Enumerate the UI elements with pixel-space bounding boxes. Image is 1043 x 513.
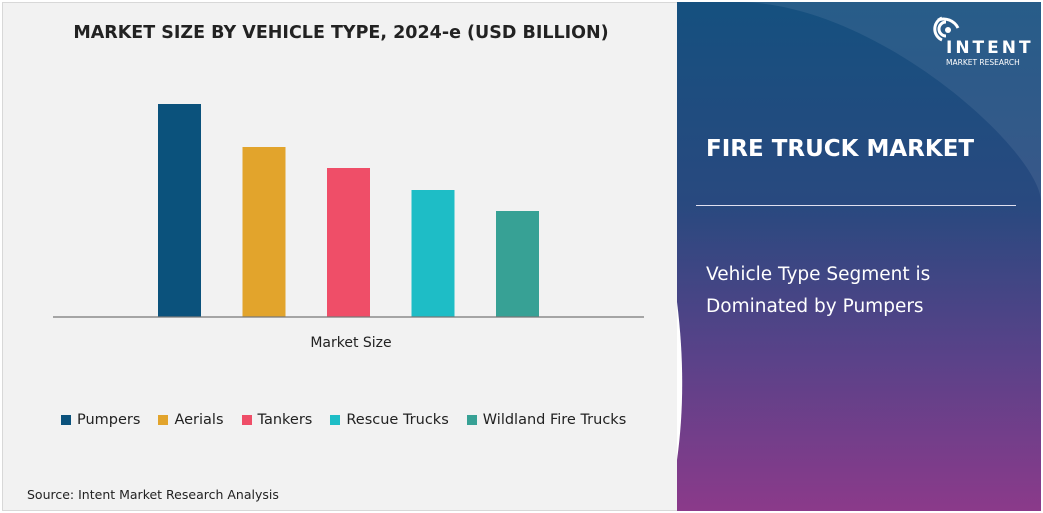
signal-icon <box>933 16 960 42</box>
legend-label: Aerials <box>174 412 224 428</box>
subtitle-line-1: Vehicle Type Segment is <box>706 264 931 285</box>
company-logo: INTENT MARKET RESEARCH <box>932 14 1034 67</box>
legend-item: Rescue Trucks <box>330 412 449 428</box>
bar-wildland-fire-trucks <box>496 211 539 317</box>
legend-item: Tankers <box>241 412 313 428</box>
legend-item: Pumpers <box>61 412 140 428</box>
bar-tankers <box>327 168 370 317</box>
legend-label: Pumpers <box>77 412 141 428</box>
market-subtitle: Vehicle Type Segment is Dominated by Pum… <box>706 259 930 323</box>
legend: Pumpers Aerials Tankers Rescue Trucks Wildla… <box>61 412 626 428</box>
decorative-curve <box>677 2 1041 460</box>
legend-item: Aerials <box>158 412 224 428</box>
chart-panel: MARKET SIZE BY VEHICLE TYPE, 2024-e (USD… <box>2 2 678 511</box>
legend-swatch <box>330 415 341 425</box>
bar-aerials <box>242 147 286 317</box>
logo-tagline: MARKET RESEARCH <box>946 58 1020 67</box>
info-panel: INTENT MARKET RESEARCH FIRE TRUCK MARKET… <box>677 2 1041 511</box>
legend-label: Tankers <box>257 412 313 428</box>
bar-rescue-trucks <box>411 190 455 317</box>
source-note: Source: Intent Market Research Analysis <box>27 487 279 502</box>
legend-label: Wildland Fire Trucks <box>482 412 627 428</box>
legend-label: Rescue Trucks <box>346 412 449 428</box>
bar-chart <box>53 104 644 318</box>
legend-swatch <box>241 415 252 425</box>
market-title: FIRE TRUCK MARKET <box>706 136 975 162</box>
legend-item: Wildland Fire Trucks <box>466 412 627 428</box>
chart-title: MARKET SIZE BY VEHICLE TYPE, 2024-e (USD… <box>73 23 609 43</box>
logo-name: INTENT <box>946 38 1034 58</box>
legend-swatch <box>158 415 169 425</box>
divider <box>696 205 1016 206</box>
legend-swatch <box>466 415 477 425</box>
bar-pumpers <box>158 104 201 317</box>
subtitle-line-2: Dominated by Pumpers <box>706 296 924 317</box>
legend-swatch <box>61 415 71 425</box>
x-axis-label: Market Size <box>310 335 392 351</box>
